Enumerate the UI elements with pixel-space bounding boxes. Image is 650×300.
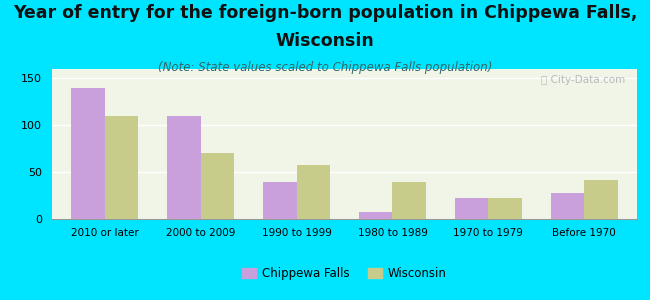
Text: Year of entry for the foreign-born population in Chippewa Falls,: Year of entry for the foreign-born popul…: [13, 4, 637, 22]
Bar: [105, 116, 138, 219]
Bar: [201, 153, 234, 219]
Bar: [72, 88, 105, 219]
Bar: [488, 198, 522, 219]
Bar: [359, 212, 393, 219]
Bar: [455, 198, 488, 219]
Bar: [296, 165, 330, 219]
Bar: [584, 180, 618, 219]
Bar: [551, 193, 584, 219]
Text: (Note: State values scaled to Chippewa Falls population): (Note: State values scaled to Chippewa F…: [158, 61, 492, 74]
Text: Wisconsin: Wisconsin: [276, 32, 374, 50]
Bar: [393, 182, 426, 219]
Bar: [167, 116, 201, 219]
Legend: Chippewa Falls, Wisconsin: Chippewa Falls, Wisconsin: [238, 263, 451, 285]
Bar: [263, 182, 296, 219]
Text: ⓘ City-Data.com: ⓘ City-Data.com: [541, 75, 625, 85]
